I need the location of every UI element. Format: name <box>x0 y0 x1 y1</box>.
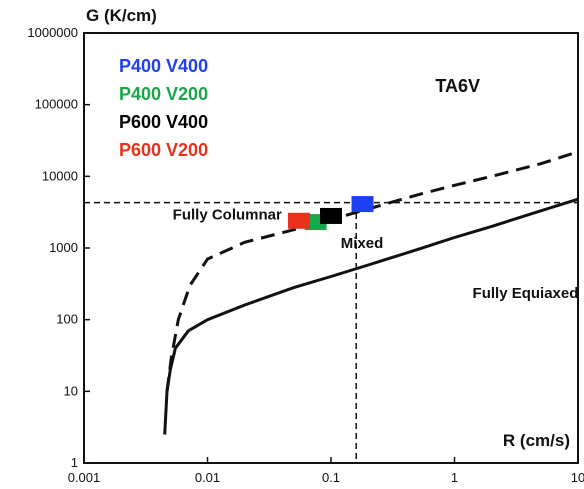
chart-annotation: Fully Equiaxed <box>473 285 579 302</box>
x-tick-label: 1 <box>451 470 458 485</box>
y-tick-label: 100000 <box>35 97 78 112</box>
dashed-boundary-curve <box>165 150 579 392</box>
data-marker <box>351 196 374 213</box>
y-axis-title: G (K/cm) <box>86 6 157 25</box>
x-tick-label: 0.1 <box>322 470 340 485</box>
legend-entry: P400 V200 <box>119 84 208 104</box>
chart-annotation: TA6V <box>435 76 480 96</box>
y-tick-label: 100 <box>56 312 78 327</box>
legend-entry: P600 V400 <box>119 112 208 132</box>
x-axis-title: R (cm/s) <box>503 431 570 450</box>
y-tick-label: 10 <box>64 383 78 398</box>
x-tick-label: 10 <box>571 470 584 485</box>
legend-entry: P400 V400 <box>119 56 208 76</box>
data-marker <box>320 207 342 224</box>
y-tick-label: 1000000 <box>27 25 78 40</box>
x-tick-label: 0.001 <box>68 470 101 485</box>
data-marker <box>287 212 310 229</box>
chart-annotation: Mixed <box>341 235 384 252</box>
y-tick-label: 1000 <box>49 240 78 255</box>
legend-entry: P600 V200 <box>119 140 208 160</box>
chart-annotation: Fully Columnar <box>173 206 282 223</box>
y-tick-label: 1 <box>71 455 78 470</box>
solid-boundary-curve <box>163 197 579 435</box>
x-tick-label: 0.01 <box>195 470 220 485</box>
y-tick-label: 10000 <box>42 168 78 183</box>
